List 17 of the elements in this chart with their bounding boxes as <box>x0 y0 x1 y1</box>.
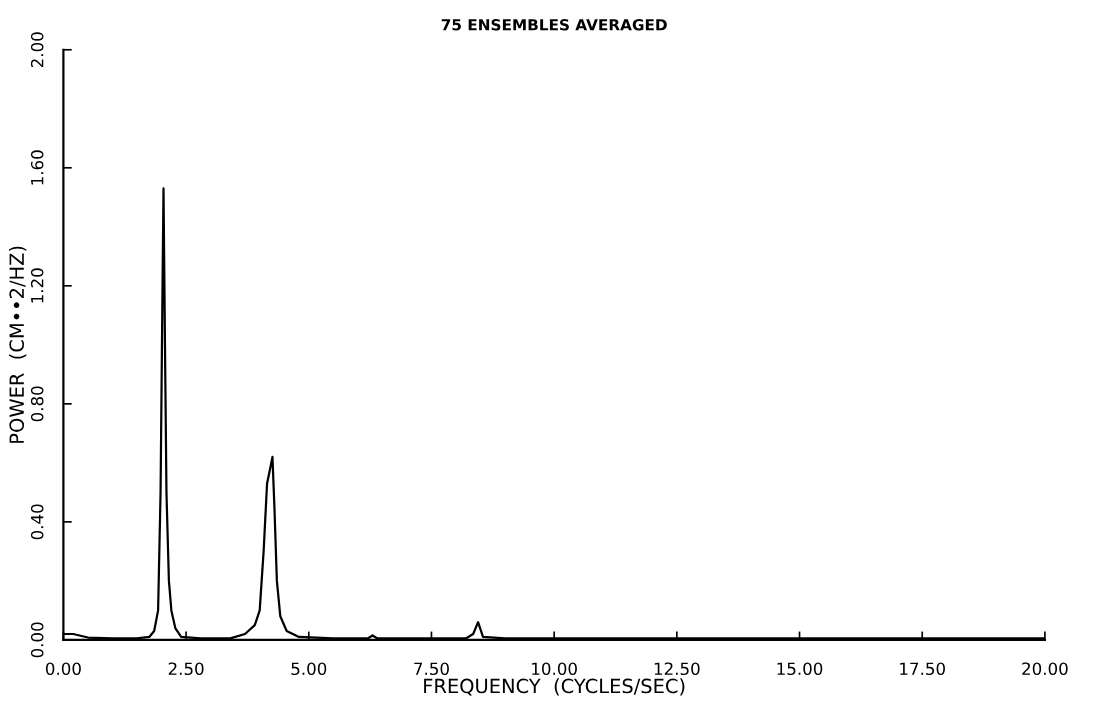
x-tick-label: 7.50 <box>414 662 449 676</box>
chart-title: 75 ENSEMBLES AVERAGED <box>441 18 667 31</box>
x-tick-label: 5.00 <box>291 662 327 676</box>
x-axis-title: FREQUENCY (CYCLES/SEC) <box>424 678 685 696</box>
x-tick-label: 15.00 <box>777 662 823 676</box>
x-tick-label: 20.00 <box>1022 662 1068 676</box>
x-tick-label: 10.00 <box>532 662 577 676</box>
y-axis-title: POWER (CM••2/HZ) <box>9 246 27 443</box>
x-tick-label: 0.00 <box>45 662 81 676</box>
x-tick-label: 17.50 <box>900 662 945 676</box>
y-tick-label: 1.60 <box>30 150 44 185</box>
y-tick-label: 0.80 <box>30 386 44 422</box>
y-tick-label: 0.40 <box>30 504 44 540</box>
y-tick-label: 1.20 <box>30 268 44 303</box>
y-tick-label: 2.00 <box>30 32 44 68</box>
x-tick-label: 12.50 <box>654 662 700 676</box>
x-tick-label: 2.50 <box>168 662 204 676</box>
